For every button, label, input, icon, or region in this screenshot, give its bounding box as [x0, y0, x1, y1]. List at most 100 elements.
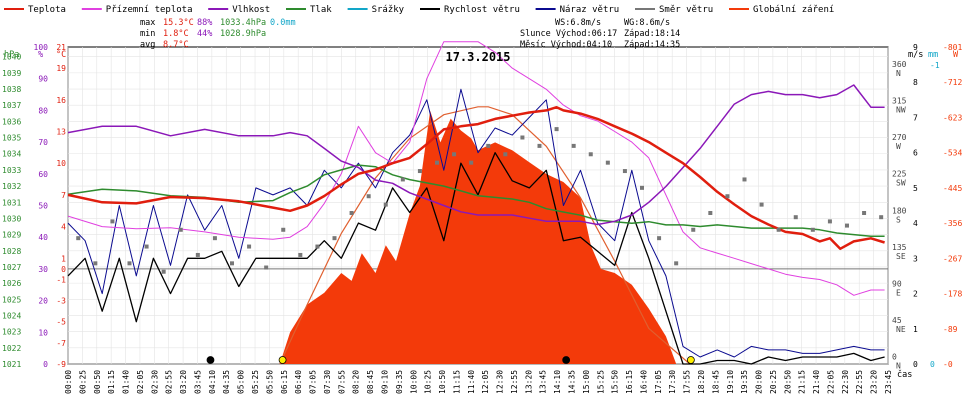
axis-pressure-tick: 1022 [2, 344, 21, 353]
stat-label: max [140, 18, 155, 28]
axis-wind-tick: 8 [913, 78, 918, 87]
axis-direction-compass: NE [896, 325, 906, 334]
x-tick-label: 07:55 [337, 370, 346, 394]
legend-label: Vlhkost [232, 5, 270, 15]
info-wind-speed: WS:6.8m/s [555, 18, 601, 28]
x-tick-label: 23:20 [870, 370, 879, 394]
axis-direction-degree: 270 [892, 133, 907, 142]
x-tick-label: 17:05 [654, 370, 663, 394]
sun-marker [278, 356, 287, 364]
legend-label: Náraz větru [560, 5, 620, 15]
wind-direction-point [315, 244, 320, 249]
axis-pressure-tick: 1032 [2, 182, 21, 191]
axis-direction-degree: 45 [892, 316, 902, 325]
wind-direction-point [571, 143, 576, 148]
x-tick-label: 16:40 [639, 370, 648, 394]
axis-rain-tick: -1 [930, 61, 940, 70]
axis-temperature-tick: 0 [61, 265, 66, 274]
info-wind-gust: WG:8.6m/s [624, 18, 670, 28]
axis-temperature-tick: 19 [56, 64, 66, 73]
axis-direction-degree: 225 [892, 170, 907, 179]
wind-direction-point [298, 252, 303, 257]
wind-direction-point [537, 143, 542, 148]
info-moon-set: Západ:14:35 [624, 40, 680, 50]
x-tick-label: 02:30 [150, 370, 159, 394]
axis-humidity-tick: 40 [38, 233, 48, 242]
wind-direction-point [640, 185, 644, 190]
x-tick-label: 03:20 [179, 370, 188, 394]
ground-temperature-line [67, 41, 885, 296]
axis-direction-compass: SE [896, 252, 906, 261]
x-tick-label: 01:40 [122, 370, 131, 394]
x-tick-label: 10:50 [438, 370, 447, 394]
axis-pressure-tick: 1025 [2, 295, 21, 304]
info-moon-rise: Měsíc Východ:04:10 [520, 40, 612, 50]
stat-humidity: 88% [197, 18, 212, 28]
x-tick-label: 07:05 [309, 370, 318, 394]
axis-direction-degree: 0 [892, 353, 897, 362]
wind-direction-point [195, 252, 200, 257]
wind-direction-point [742, 177, 747, 182]
wind-direction-point [759, 202, 764, 207]
wind-direction-point [212, 236, 217, 241]
wind-direction-point [657, 236, 662, 241]
axis-temperature-tick: -5 [56, 318, 66, 327]
axis-temperature-tick: 10 [56, 159, 66, 168]
x-tick-label: 03:45 [193, 370, 202, 394]
wind-direction-point [76, 236, 81, 241]
wind-speed-line [67, 152, 885, 365]
wind-direction-point [776, 227, 781, 232]
sun-marker [686, 356, 695, 364]
x-tick-label: 10:25 [424, 370, 433, 394]
axis-temperature-tick: -3 [56, 297, 66, 306]
axis-radiation-unit: W [953, 50, 959, 60]
axis-humidity-tick: 100 [34, 43, 49, 52]
axis-humidity-unit: % [38, 50, 43, 60]
axis-pressure-tick: 1039 [2, 69, 21, 78]
wind-direction-point [93, 261, 98, 266]
axis-pressure-tick: 1024 [2, 311, 21, 320]
moon-marker [206, 356, 215, 364]
axis-wind-tick: 1 [913, 325, 918, 334]
axis-direction-degree: 315 [892, 97, 907, 106]
x-tick-label: 07:30 [323, 370, 332, 394]
x-tick-label: 10:00 [409, 370, 418, 394]
axis-pressure-tick: 1035 [2, 134, 21, 143]
wind-direction-point [845, 223, 849, 228]
axis-pressure-tick: 1037 [2, 101, 21, 110]
wind-direction-point [605, 160, 610, 165]
x-tick-label: 20:00 [755, 370, 764, 394]
axis-humidity-tick: 30 [38, 265, 48, 274]
x-tick-label: 02:05 [136, 370, 145, 394]
axis-pressure-tick: 1026 [2, 279, 21, 288]
axis-temperature-tick: -7 [56, 339, 66, 348]
axis-radiation-tick: -356 [943, 219, 962, 228]
radiation-area [68, 110, 888, 364]
axis-pressure-tick: 1040 [2, 53, 21, 62]
axis-temperature-tick: 16 [56, 96, 66, 105]
x-tick-label: 12:30 [496, 370, 505, 394]
legend-label: Směr větru [659, 5, 713, 15]
info-sun-rise: Slunce Východ:06:17 [520, 29, 617, 39]
x-tick-label: 14:35 [568, 370, 577, 394]
axis-direction-compass: W [896, 142, 901, 151]
axis-direction-compass: N [896, 362, 901, 371]
wind-direction-point [486, 143, 491, 148]
x-tick-label: 18:20 [697, 370, 706, 394]
axis-direction-compass: E [896, 288, 901, 297]
axis-wind-tick: 3 [913, 254, 918, 263]
axis-radiation-tick: -89 [943, 325, 958, 334]
x-tick-label: 13:45 [539, 370, 548, 394]
axis-direction-degree: 90 [892, 279, 902, 288]
legend-label: Globální záření [753, 5, 834, 15]
x-tick-label: 14:10 [553, 370, 562, 394]
wind-direction-point [144, 244, 149, 249]
wind-direction-point [127, 261, 132, 266]
wind-direction-point [588, 152, 593, 157]
axis-humidity-tick: 0 [43, 360, 48, 369]
x-tick-label: 22:30 [841, 370, 850, 394]
axis-direction-degree: 180 [892, 206, 907, 215]
axis-wind-tick: 0 [913, 360, 918, 369]
